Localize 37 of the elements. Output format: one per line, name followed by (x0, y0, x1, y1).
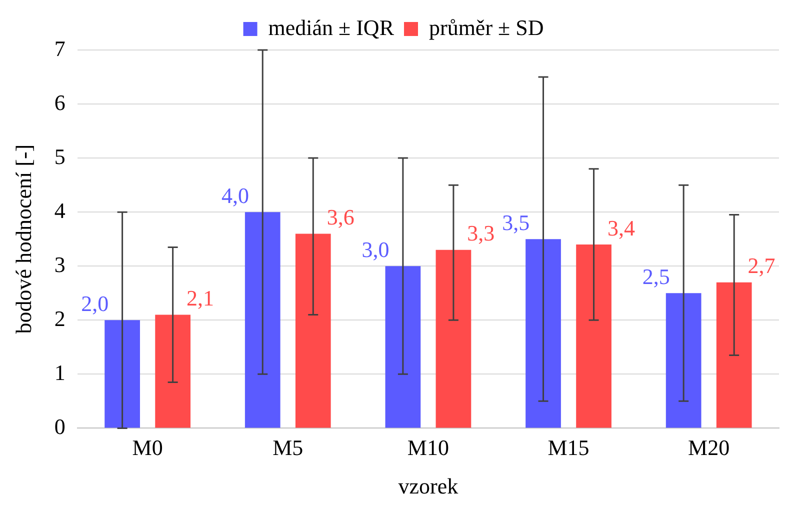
x-tick-label: M15 (548, 435, 590, 460)
y-tick-label: 7 (54, 36, 66, 61)
y-tick-label: 1 (54, 360, 66, 385)
bar (576, 244, 612, 428)
data-label: 2,5 (642, 264, 670, 289)
bar (526, 239, 561, 428)
data-label: 4,0 (221, 182, 249, 208)
x-tick-label: M10 (407, 435, 449, 460)
data-label: 3,4 (607, 215, 635, 240)
data-label: 3,6 (326, 204, 354, 230)
y-tick-label: 3 (54, 252, 66, 277)
bar (385, 266, 421, 428)
bar (244, 212, 280, 428)
data-label: 2,7 (748, 253, 776, 278)
x-tick-label: M0 (132, 435, 163, 460)
y-axis-title: bodové hodnocení [-] (10, 144, 36, 334)
bar (716, 282, 752, 428)
y-tick-label: 5 (54, 144, 66, 169)
y-tick-label: 6 (54, 90, 66, 115)
x-axis-title: vzorek (398, 474, 458, 499)
bar (666, 293, 702, 428)
bar (436, 250, 472, 428)
data-label: 2,1 (186, 286, 214, 311)
bar (295, 234, 331, 428)
y-tick-label: 0 (54, 414, 66, 439)
legend-label: průměr ± SD (428, 14, 544, 40)
x-tick-label: M5 (272, 435, 304, 460)
bar (104, 320, 140, 428)
x-tick-label: M20 (688, 435, 730, 460)
data-label: 3,5 (502, 210, 530, 235)
bar (155, 314, 190, 428)
data-label: 2,0 (81, 290, 109, 316)
legend-label: medián ± IQR (268, 14, 394, 40)
y-tick-label: 4 (54, 198, 66, 223)
data-label: 3,3 (467, 220, 495, 246)
y-tick-label: 2 (54, 306, 66, 331)
data-label: 3,0 (362, 236, 390, 262)
